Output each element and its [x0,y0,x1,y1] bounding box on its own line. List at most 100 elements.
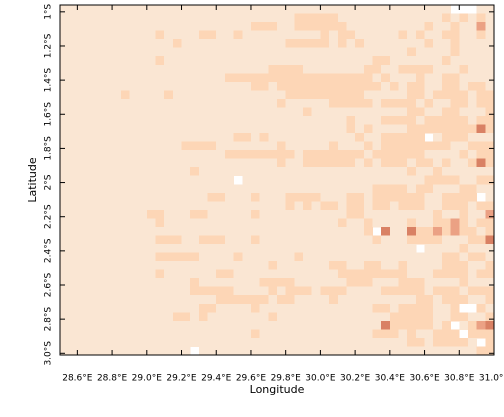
cell [407,158,417,168]
cell [381,175,391,185]
cell [155,81,165,91]
y-axis-label: Latitude [26,157,39,203]
cell [259,81,269,91]
cell [355,269,365,279]
cell [433,295,443,305]
cell [86,320,96,330]
cell [311,124,321,134]
cell [294,312,304,322]
cell [86,167,96,177]
cell [120,192,130,202]
cell [311,141,321,151]
cell [242,5,252,14]
cell [198,303,208,313]
cell [363,329,373,339]
cell [224,47,234,57]
cell [320,261,330,271]
cell [450,201,460,211]
cell [441,235,451,245]
cell [242,13,252,23]
cell [467,269,478,279]
cell [303,39,313,49]
cell [398,5,408,14]
cell [242,209,252,219]
cell [398,30,408,40]
cell [415,337,425,347]
cell [320,73,330,83]
cell [120,218,130,228]
cell [363,244,373,253]
cell [303,320,313,330]
cell [250,337,261,347]
cell [181,244,191,253]
cell [242,184,252,194]
cell [467,115,478,125]
cell [467,175,478,185]
cell [329,269,339,279]
cell [337,201,347,211]
cell [277,244,287,253]
cell [346,320,356,330]
cell [450,115,460,125]
cell [424,346,434,356]
cell [60,90,70,100]
cell [112,192,122,202]
cell [155,167,165,177]
cell [329,184,339,194]
cell [346,81,356,91]
cell [112,5,122,14]
cell [346,192,356,202]
cell [415,64,425,74]
cell [138,244,148,253]
cell [164,73,174,83]
cell [68,346,78,356]
cell [172,337,182,347]
cell [112,73,122,83]
cell [207,295,217,305]
cell [363,312,373,322]
cell [407,90,417,100]
cell [259,261,269,271]
cell [433,269,443,279]
cell [77,337,87,347]
cell [467,39,478,49]
cell [103,124,113,134]
cell [407,286,417,296]
cell [329,192,339,202]
cell [320,124,330,134]
cell [372,209,382,219]
cell [363,201,373,211]
cell [424,5,434,14]
cell [138,90,148,100]
cell [485,124,495,134]
cell [467,167,478,177]
cell [138,226,148,236]
cell [311,158,321,168]
cell [155,39,165,49]
cell [138,312,148,322]
cell [476,226,486,236]
cell [450,175,460,185]
cell [311,47,321,57]
cell [268,295,278,305]
cell [198,107,208,117]
cell [164,184,174,194]
cell [103,98,113,108]
cell [138,209,148,219]
cell [433,252,443,262]
cell [355,175,365,185]
cell [329,226,339,236]
cell [389,158,399,168]
cell [181,201,191,211]
cell [103,81,113,91]
cell [355,13,365,23]
cell [372,201,382,211]
cell [441,81,451,91]
cell [216,201,226,211]
cell [77,209,87,219]
cell [86,175,96,185]
cell [372,150,382,160]
cell [450,22,460,32]
cell [450,209,460,219]
cell [337,218,347,228]
